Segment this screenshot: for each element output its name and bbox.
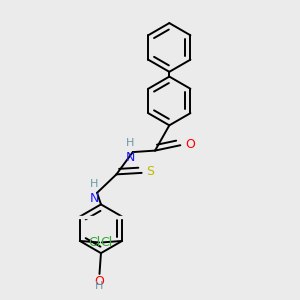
Text: Cl: Cl [101, 236, 113, 249]
Text: N: N [126, 152, 135, 164]
Text: O: O [94, 275, 104, 288]
Text: N: N [89, 192, 99, 205]
Text: Cl: Cl [88, 236, 100, 249]
Text: H: H [90, 178, 98, 189]
Text: H: H [126, 138, 135, 148]
Text: H: H [95, 281, 104, 291]
Text: S: S [146, 166, 154, 178]
Text: O: O [185, 138, 195, 151]
